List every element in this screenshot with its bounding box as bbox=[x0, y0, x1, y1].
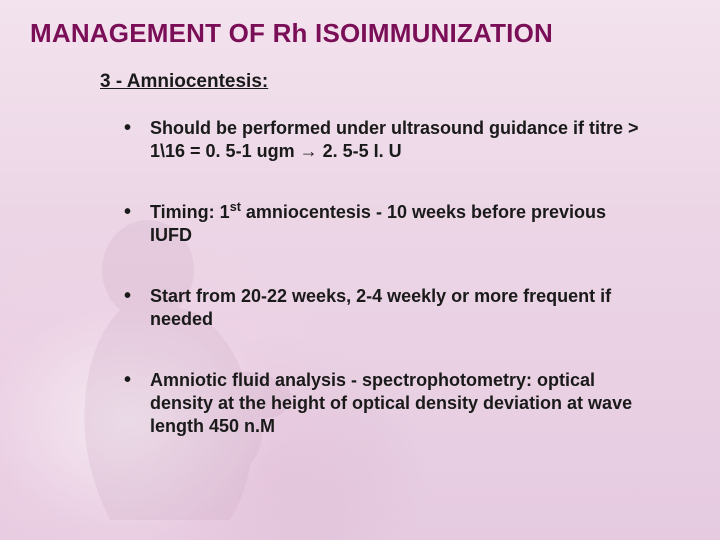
slide-title: MANAGEMENT OF Rh ISOIMMUNIZATION bbox=[30, 18, 692, 49]
bullet-item: Timing: 1st amniocentesis - 10 weeks bef… bbox=[124, 201, 652, 247]
bullet-item: Should be performed under ultrasound gui… bbox=[124, 117, 652, 163]
bullet-list: Should be performed under ultrasound gui… bbox=[124, 117, 652, 438]
bullet-item: Start from 20-22 weeks, 2-4 weekly or mo… bbox=[124, 285, 652, 331]
slide-container: MANAGEMENT OF Rh ISOIMMUNIZATION 3 - Amn… bbox=[0, 0, 720, 540]
bullet-item: Amniotic fluid analysis - spectrophotome… bbox=[124, 369, 652, 438]
slide-subtitle: 3 - Amniocentesis: bbox=[100, 71, 692, 93]
